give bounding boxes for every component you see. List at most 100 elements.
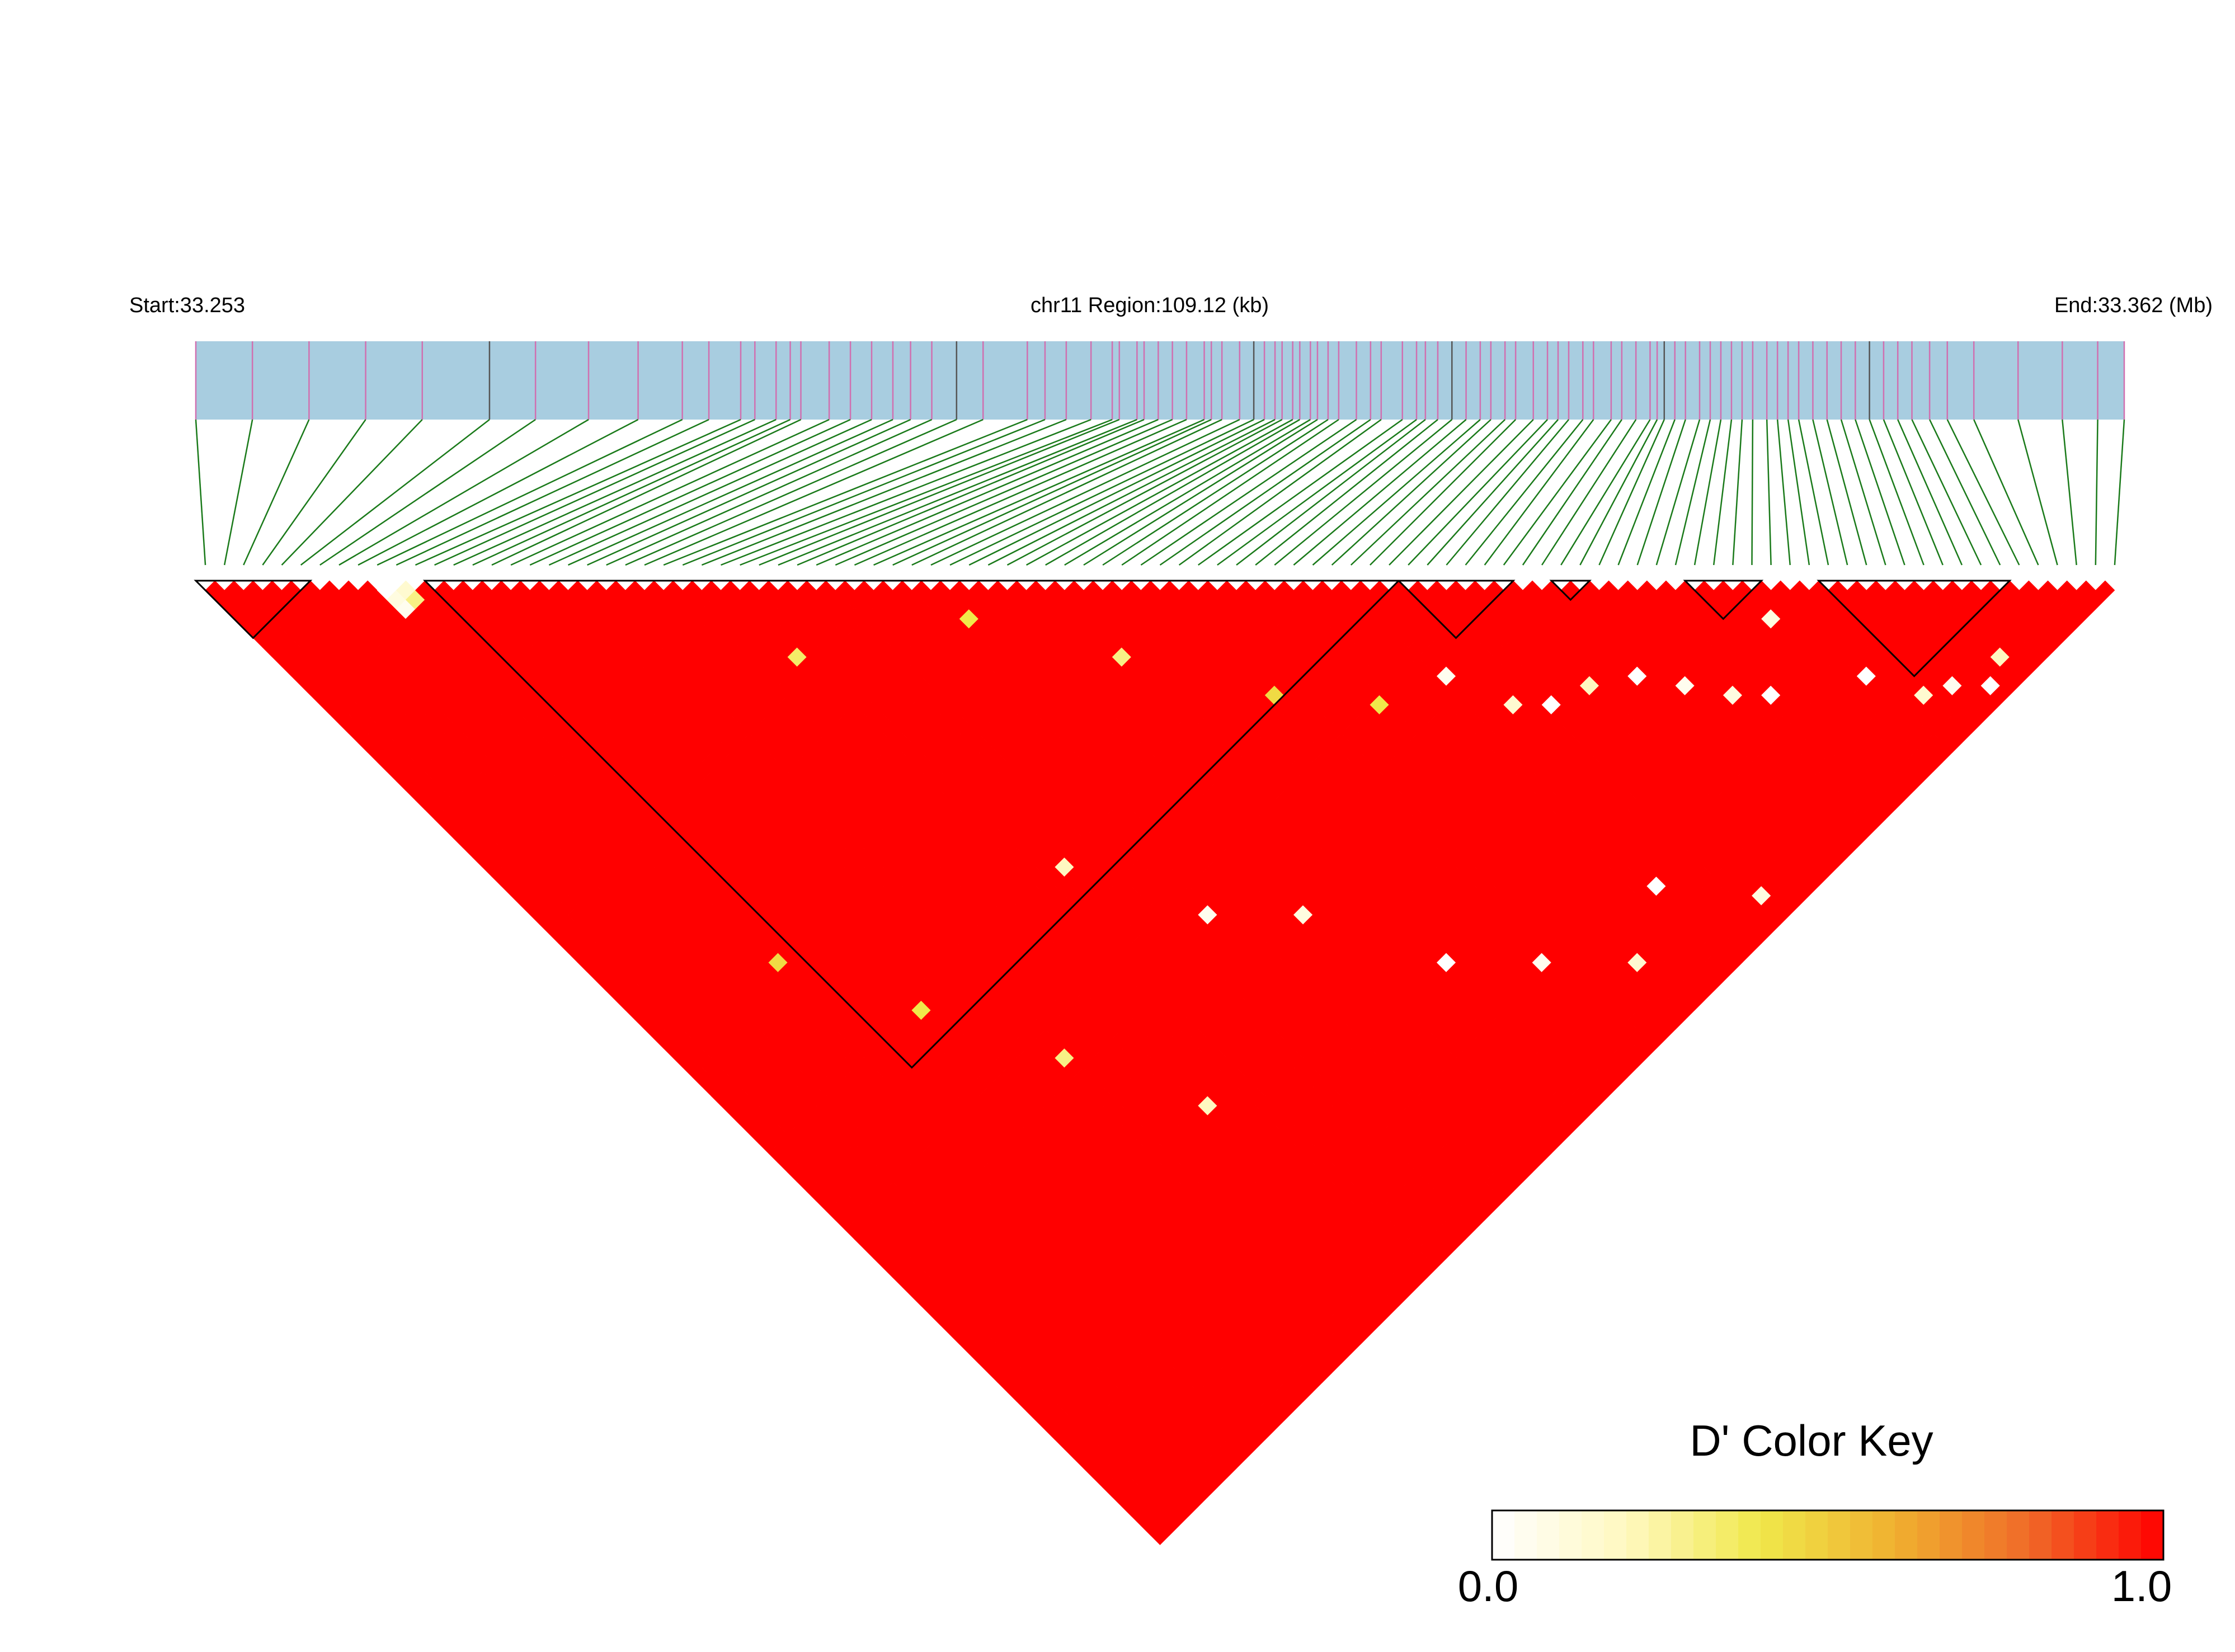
snp-connector — [1312, 419, 1481, 566]
snp-connector — [357, 418, 639, 566]
snp-connector — [1274, 419, 1453, 566]
snp-connector — [2017, 419, 2058, 566]
snp-connector — [1006, 418, 1283, 566]
snp-connector — [319, 418, 536, 566]
snp-connector — [797, 418, 1145, 566]
snp-connector — [587, 418, 911, 566]
snp-connector — [854, 418, 1187, 566]
snp-connector — [1541, 419, 1637, 566]
snp-connector — [1370, 419, 1517, 566]
snp-connector — [1712, 419, 1733, 566]
snp-connector — [1674, 419, 1711, 566]
snp-connector — [1083, 418, 1318, 566]
snp-connector — [778, 418, 1137, 566]
snp-connector — [1465, 419, 1584, 566]
snp-connector — [1293, 419, 1467, 566]
snp-connector — [1121, 418, 1339, 566]
snp-connector — [1446, 419, 1569, 566]
snp-connector — [1855, 419, 1905, 566]
snp-connector — [1045, 418, 1300, 566]
snp-connector — [1255, 419, 1438, 566]
snp-connector — [1840, 419, 1886, 566]
snp-connector — [1102, 418, 1329, 566]
snp-connector — [434, 418, 755, 566]
snp-connector — [1140, 418, 1357, 566]
snp-connector — [415, 418, 741, 566]
snp-connector — [968, 418, 1265, 566]
snp-connector — [1064, 418, 1311, 566]
snp-connector — [835, 418, 1173, 566]
snp-connector — [453, 418, 777, 566]
snp-connector — [1178, 418, 1382, 566]
snp-connector — [262, 419, 366, 566]
snp-connector — [1579, 419, 1658, 566]
snp-connector — [930, 418, 1240, 566]
snp-connector — [1812, 419, 1848, 566]
snp-connector — [663, 418, 1028, 566]
snp-connector — [1389, 419, 1534, 566]
snp-connector — [1484, 419, 1594, 566]
snp-connector — [2062, 419, 2077, 566]
snp-connector — [1655, 419, 1701, 566]
snp-connector — [300, 419, 490, 566]
snp-connector — [281, 419, 423, 566]
snp-connector — [510, 418, 830, 566]
snp-connector — [721, 418, 1091, 566]
snp-connector — [1217, 418, 1417, 566]
snp-connector — [472, 418, 791, 566]
snp-connector — [567, 418, 893, 566]
snp-connector — [1427, 419, 1559, 566]
snp-connector — [1946, 419, 2020, 566]
snp-connector — [1732, 419, 1743, 566]
snp-connector — [682, 418, 1046, 566]
snp-tick-group — [195, 341, 2125, 420]
snp-connector — [1503, 419, 1612, 566]
snp-connector — [243, 419, 310, 566]
snp-connector — [1798, 419, 1829, 566]
ld-cell-group — [205, 580, 2115, 1545]
snp-connector — [873, 418, 1205, 566]
snp-connector — [759, 418, 1120, 566]
gene-track — [196, 341, 2124, 420]
snp-connector — [1973, 419, 2039, 566]
snp-connector — [1883, 419, 1944, 566]
snp-connector — [1826, 419, 1867, 566]
snp-connector — [491, 418, 802, 566]
snp-connector — [1911, 419, 1982, 566]
snp-connector — [701, 418, 1067, 566]
snp-connector — [1522, 419, 1622, 566]
snp-connector — [2095, 419, 2098, 566]
snp-connector — [625, 418, 957, 566]
snp-connector — [1869, 419, 1925, 566]
snp-connector — [1159, 418, 1371, 566]
snp-connector — [1025, 418, 1293, 566]
snp-connector-group — [195, 418, 2125, 566]
snp-connector — [1897, 419, 1963, 566]
snp-connector — [1350, 419, 1506, 566]
snp-connector — [1598, 419, 1665, 566]
snp-connector — [949, 418, 1254, 566]
snp-connector — [892, 418, 1212, 566]
snp-connector — [1198, 418, 1403, 566]
snp-connector — [223, 419, 253, 566]
snp-connector — [1236, 419, 1426, 566]
snp-connector — [1408, 419, 1548, 566]
snp-connector — [740, 418, 1113, 566]
snp-connector — [529, 418, 851, 566]
snp-connector — [1560, 419, 1651, 566]
snp-connector — [2114, 419, 2125, 566]
snp-connector — [1787, 419, 1810, 566]
snp-connector — [644, 418, 984, 566]
snp-connector — [1617, 419, 1676, 566]
snp-connector — [1929, 419, 2001, 566]
snp-connector — [1766, 419, 1772, 566]
snp-connector — [338, 418, 589, 566]
snp-connector — [548, 418, 872, 566]
snp-connector — [1693, 419, 1722, 566]
snp-connector — [377, 418, 683, 566]
snp-connector — [1636, 419, 1686, 566]
snp-connector — [911, 418, 1222, 566]
snp-connector — [195, 419, 206, 566]
snp-connector — [1776, 419, 1791, 566]
